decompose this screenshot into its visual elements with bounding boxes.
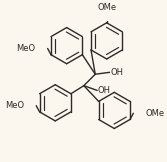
Text: OH: OH [98,86,111,95]
Text: MeO: MeO [5,101,24,110]
Text: MeO: MeO [16,44,35,53]
Text: OMe: OMe [146,109,165,118]
Text: OH: OH [110,68,123,77]
Text: OMe: OMe [97,3,116,12]
